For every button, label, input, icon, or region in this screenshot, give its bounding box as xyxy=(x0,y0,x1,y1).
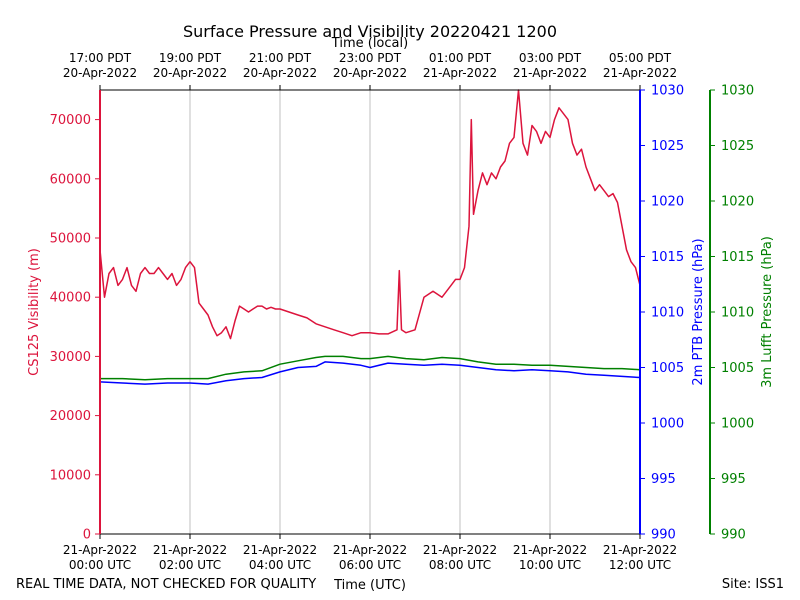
lufft-tick-label: 1010 xyxy=(721,306,754,321)
ptb-tick-label: 1020 xyxy=(651,195,684,210)
x-tick-label: 21-Apr-2022 xyxy=(63,543,137,557)
lufft-axis-label: 3m Lufft Pressure (hPa) xyxy=(760,236,775,388)
ptb-tick-label: 1000 xyxy=(651,417,684,432)
top-tick-label: 19:00 PDT xyxy=(159,51,222,65)
ptb-tick-label: 1010 xyxy=(651,306,684,321)
x-tick-label: 00:00 UTC xyxy=(69,558,131,572)
chart-title: Surface Pressure and Visibility 20220421… xyxy=(183,22,557,41)
x-tick-label: 21-Apr-2022 xyxy=(603,543,677,557)
x-tick-label: 21-Apr-2022 xyxy=(333,543,407,557)
x-tick-label: 21-Apr-2022 xyxy=(423,543,497,557)
x-tick-label: 02:00 UTC xyxy=(159,558,221,572)
top-tick-label: 21-Apr-2022 xyxy=(603,66,677,80)
lufft-tick-label: 1030 xyxy=(721,84,754,99)
x-tick-label: 04:00 UTC xyxy=(249,558,311,572)
visibility-series-line xyxy=(99,89,641,340)
visibility-tick-label: 0 xyxy=(83,528,91,543)
top-tick-label: 23:00 PDT xyxy=(339,51,402,65)
visibility-tick-label: 70000 xyxy=(50,113,91,128)
visibility-tick-label: 50000 xyxy=(50,232,91,247)
lufft-tick-label: 1025 xyxy=(721,139,754,154)
top-tick-label: 21-Apr-2022 xyxy=(513,66,587,80)
x-tick-label: 21-Apr-2022 xyxy=(243,543,317,557)
ptb-tick-label: 1015 xyxy=(651,250,684,265)
x-tick-label: 21-Apr-2022 xyxy=(513,543,587,557)
x-tick-label: 12:00 UTC xyxy=(609,558,671,572)
ptb-axis-label: 2m PTB Pressure (hPa) xyxy=(691,238,706,385)
ptb-tick-label: 1005 xyxy=(651,361,684,376)
top-axis-label: Time (local) xyxy=(331,36,408,51)
lufft-tick-label: 1005 xyxy=(721,361,754,376)
visibility-axis-label: CS125 Visibility (m) xyxy=(27,248,42,376)
lufft-series-line xyxy=(100,355,641,381)
ptb-series-line xyxy=(99,361,641,385)
top-tick-label: 20-Apr-2022 xyxy=(243,66,317,80)
lufft-tick-label: 995 xyxy=(721,472,746,487)
ptb-tick-label: 1030 xyxy=(651,84,684,99)
visibility-tick-label: 40000 xyxy=(50,291,91,306)
top-tick-label: 01:00 PDT xyxy=(429,51,492,65)
top-tick-label: 21:00 PDT xyxy=(249,51,312,65)
top-tick-label: 03:00 PDT xyxy=(519,51,582,65)
visibility-tick-label: 60000 xyxy=(50,172,91,187)
top-tick-label: 20-Apr-2022 xyxy=(333,66,407,80)
top-tick-label: 20-Apr-2022 xyxy=(63,66,137,80)
x-tick-label: 10:00 UTC xyxy=(519,558,581,572)
x-tick-label: 21-Apr-2022 xyxy=(153,543,227,557)
x-tick-label: 08:00 UTC xyxy=(429,558,491,572)
grid-lines xyxy=(189,90,551,534)
ptb-tick-label: 1025 xyxy=(651,139,684,154)
top-tick-label: 21-Apr-2022 xyxy=(423,66,497,80)
visibility-tick-label: 30000 xyxy=(50,350,91,365)
top-tick-label: 17:00 PDT xyxy=(69,51,132,65)
top-tick-label: 20-Apr-2022 xyxy=(153,66,227,80)
lufft-tick-label: 1020 xyxy=(721,195,754,210)
ptb-tick-label: 995 xyxy=(651,472,676,487)
top-tick-label: 05:00 PDT xyxy=(609,51,672,65)
site-label: Site: ISS1 xyxy=(722,577,784,592)
bottom-axis-label: Time (UTC) xyxy=(333,578,406,593)
lufft-tick-label: 1000 xyxy=(721,417,754,432)
lufft-tick-label: 1015 xyxy=(721,250,754,265)
visibility-tick-label: 10000 xyxy=(50,468,91,483)
ptb-tick-label: 990 xyxy=(651,528,676,543)
quality-note: REAL TIME DATA, NOT CHECKED FOR QUALITY xyxy=(16,577,316,592)
visibility-tick-label: 20000 xyxy=(50,409,91,424)
x-tick-label: 06:00 UTC xyxy=(339,558,401,572)
lufft-tick-label: 990 xyxy=(721,528,746,543)
